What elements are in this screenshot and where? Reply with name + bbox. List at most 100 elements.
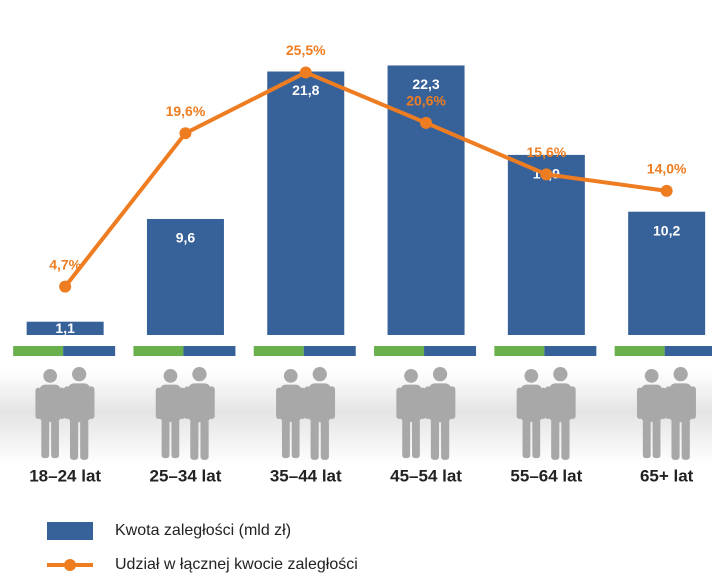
head	[313, 367, 327, 381]
head	[553, 367, 567, 381]
leg	[532, 419, 540, 458]
strip-green	[494, 346, 544, 356]
legend-label: Udział w łącznej kwocie zaległości	[115, 556, 358, 573]
leg	[311, 419, 319, 460]
strip-green	[615, 346, 665, 356]
bar-value-label: 10,2	[653, 222, 680, 238]
torso	[429, 383, 451, 422]
leg	[561, 419, 569, 460]
torso	[641, 385, 663, 422]
leg	[292, 419, 300, 458]
head	[43, 369, 57, 383]
strip-blue	[63, 346, 115, 356]
line-point	[300, 66, 312, 78]
arm	[665, 386, 671, 419]
head	[404, 369, 418, 383]
arm	[184, 386, 190, 419]
line-value-label: 14,0%	[647, 161, 687, 177]
line-value-label: 19,6%	[166, 103, 206, 119]
legend-swatch-dot	[64, 559, 76, 571]
leg	[643, 419, 651, 458]
leg	[70, 419, 78, 460]
arm	[570, 386, 576, 419]
leg	[551, 419, 559, 460]
category-label: 18–24 lat	[29, 466, 101, 485]
leg	[162, 419, 170, 458]
leg	[80, 419, 88, 460]
head	[284, 369, 298, 383]
bar	[508, 155, 585, 335]
strip-blue	[424, 346, 476, 356]
line-point	[540, 168, 552, 180]
bar-value-label: 22,3	[412, 76, 439, 92]
torso	[160, 385, 182, 422]
line-point	[420, 117, 432, 129]
leg	[412, 419, 420, 458]
arm	[329, 386, 335, 419]
arm	[690, 386, 696, 419]
leg	[171, 419, 179, 458]
strip-green	[13, 346, 63, 356]
torso	[68, 383, 90, 422]
head	[164, 369, 178, 383]
line-point	[59, 281, 71, 293]
category-label: 45–54 lat	[390, 466, 462, 485]
head	[192, 367, 206, 381]
legend: Kwota zaległości (mld zł) Udział w łączne…	[47, 522, 358, 573]
leg	[200, 419, 208, 460]
strip-blue	[304, 346, 356, 356]
leg	[282, 419, 290, 458]
torso	[669, 383, 691, 422]
strip-blue	[665, 346, 712, 356]
leg	[671, 419, 679, 460]
bar-value-label: 9,6	[176, 230, 196, 246]
leg	[190, 419, 198, 460]
leg	[41, 419, 49, 458]
category-label: 55–64 lat	[510, 466, 582, 485]
arm	[425, 386, 431, 419]
legend-label: Kwota zaległości (mld zł)	[115, 522, 291, 539]
chart: 18–24 lat 25–34 lat 35–44 lat 45–54 lat 55–6…	[0, 0, 712, 581]
torso	[309, 383, 331, 422]
leg	[653, 419, 661, 458]
torso	[400, 385, 422, 422]
category-label: 25–34 lat	[150, 466, 222, 485]
arm	[88, 386, 94, 419]
strip-blue	[544, 346, 596, 356]
line-point	[661, 185, 673, 197]
arm	[276, 388, 282, 419]
arm	[35, 388, 41, 419]
arm	[304, 386, 310, 419]
category-label: 35–44 lat	[270, 466, 342, 485]
leg	[441, 419, 449, 460]
head	[72, 367, 86, 381]
bar-value-label: 21,8	[292, 82, 319, 98]
leg	[321, 419, 329, 460]
bar-value-label: 1,1	[55, 320, 75, 336]
line-value-label: 25,5%	[286, 42, 326, 58]
leg	[402, 419, 410, 458]
strip-green	[133, 346, 183, 356]
line-value-label: 20,6%	[406, 93, 446, 109]
arm	[64, 386, 70, 419]
leg	[682, 419, 690, 460]
arm	[209, 386, 215, 419]
legend-swatch	[47, 522, 93, 540]
head	[433, 367, 447, 381]
bar	[267, 72, 344, 335]
line-value-label: 15,6%	[526, 144, 566, 160]
leg	[51, 419, 59, 458]
strip-green	[374, 346, 424, 356]
line-point	[179, 127, 191, 139]
strip-green	[254, 346, 304, 356]
arm	[545, 386, 551, 419]
torso	[39, 385, 61, 422]
head	[524, 369, 538, 383]
category-label: 65+ lat	[640, 466, 694, 485]
arm	[396, 388, 402, 419]
torso	[280, 385, 302, 422]
leg	[523, 419, 531, 458]
arm	[156, 388, 162, 419]
line-value-label: 4,7%	[49, 256, 81, 272]
arm	[517, 388, 523, 419]
